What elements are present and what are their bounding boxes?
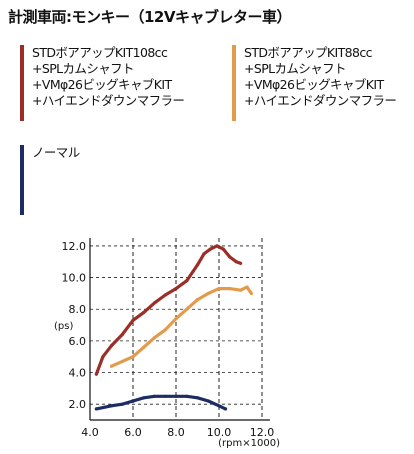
data-point-orange	[195, 298, 200, 302]
data-point-orange	[163, 328, 167, 332]
legend-entry-108cc: STDボアアップKIT108cc +SPLカムシャフト +VMφ26ビッグキャブ…	[20, 45, 185, 121]
data-point-navy	[120, 402, 124, 406]
data-point-navy	[163, 394, 167, 398]
legend-swatch-orange	[232, 45, 236, 121]
data-point-navy	[195, 396, 200, 400]
page-title: 計測車両:モンキー（12Vキャブレター車）	[8, 8, 291, 26]
legend-line: STDボアアップKIT108cc	[32, 45, 168, 60]
data-point-red	[195, 263, 200, 267]
x-tick-label: 10.0	[207, 426, 232, 439]
legend-swatch-red	[20, 45, 24, 121]
y-tick-label: 6.0	[69, 335, 87, 348]
x-axis-label: (rpm×1000)	[218, 438, 280, 449]
data-point-red	[221, 247, 225, 251]
chart-labels: 4.0 6.0 8.0 10.0 12.0 2.0 4.0 6.0 8.0 10.0 12.0 (ps…	[54, 240, 280, 449]
legend-entry-88cc: STDボアアップKIT88cc +SPLカムシャフト +VMφ26ビッグキャブK…	[232, 45, 397, 121]
data-point-orange	[109, 364, 114, 368]
data-point-orange	[206, 291, 210, 295]
x-tick-label: 8.0	[167, 426, 185, 439]
data-point-navy	[217, 404, 221, 408]
series-line-navy	[94, 394, 228, 411]
data-point-red	[185, 279, 189, 283]
data-point-red	[228, 255, 232, 259]
legend-text: STDボアアップKIT108cc +SPLカムシャフト +VMφ26ビッグキャブ…	[32, 45, 185, 121]
y-tick-label: 12.0	[62, 240, 87, 253]
data-point-orange	[228, 287, 232, 291]
data-point-orange	[238, 288, 243, 292]
x-tick-label: 12.0	[250, 426, 275, 439]
legend-line: STDボアアップKIT88cc	[244, 45, 372, 60]
data-point-navy	[131, 399, 135, 403]
data-point-red	[152, 301, 157, 305]
legend-swatch-navy	[20, 145, 24, 215]
data-point-orange	[131, 355, 135, 359]
data-point-red	[208, 247, 212, 251]
x-tick-label: 4.0	[81, 426, 99, 439]
legend-line: ノーマル	[32, 145, 80, 160]
series-line-orange	[109, 285, 253, 368]
legend-line: +SPLカムシャフト	[32, 61, 135, 76]
data-point-navy	[152, 394, 157, 398]
y-tick-label: 4.0	[69, 367, 87, 380]
chart-axes	[89, 238, 270, 421]
data-point-red	[94, 372, 98, 376]
data-point-navy	[109, 404, 114, 408]
series-line-red	[94, 244, 243, 376]
legend-line: +SPLカムシャフト	[244, 61, 347, 76]
data-point-red	[163, 293, 167, 297]
legend-line: +ハイエンドダウンマフラー	[32, 93, 185, 108]
legend-text: STDボアアップKIT88cc +SPLカムシャフト +VMφ26ビッグキャブK…	[244, 45, 397, 121]
data-point-orange	[174, 317, 178, 321]
legend-line: +VMφ26ビッグキャブKIT	[244, 77, 384, 92]
chart-grid	[90, 238, 263, 420]
data-point-navy	[94, 407, 98, 411]
data-point-red	[234, 260, 238, 264]
data-point-navy	[223, 407, 228, 411]
data-point-orange	[185, 307, 189, 311]
data-point-red	[215, 244, 219, 248]
data-point-orange	[152, 336, 157, 340]
x-tick-label: 6.0	[124, 426, 142, 439]
legend-line: +ハイエンドダウンマフラー	[244, 93, 397, 108]
data-point-navy	[142, 396, 146, 400]
y-axis-label: (ps)	[54, 321, 73, 332]
y-tick-label: 10.0	[62, 272, 87, 285]
data-point-red	[131, 318, 135, 322]
data-point-red	[202, 252, 206, 256]
legend-entry-normal: ノーマル	[20, 145, 80, 215]
data-point-navy	[185, 394, 189, 398]
data-point-red	[101, 355, 105, 359]
chart-series	[94, 244, 253, 411]
legend-line: +VMφ26ビッグキャブKIT	[32, 77, 172, 92]
data-point-red	[174, 287, 178, 291]
legend-text: ノーマル	[32, 145, 80, 215]
data-point-orange	[217, 287, 221, 291]
data-point-orange	[142, 345, 146, 349]
y-tick-label: 8.0	[69, 303, 87, 316]
y-tick-label: 2.0	[69, 398, 87, 411]
data-point-navy	[174, 394, 178, 398]
data-point-orange	[120, 359, 124, 363]
data-point-red	[142, 310, 146, 314]
data-point-red	[238, 261, 243, 265]
data-point-red	[109, 344, 114, 348]
data-point-orange	[245, 285, 249, 289]
data-point-orange	[249, 291, 253, 295]
data-point-red	[120, 332, 124, 337]
data-point-navy	[206, 399, 210, 403]
